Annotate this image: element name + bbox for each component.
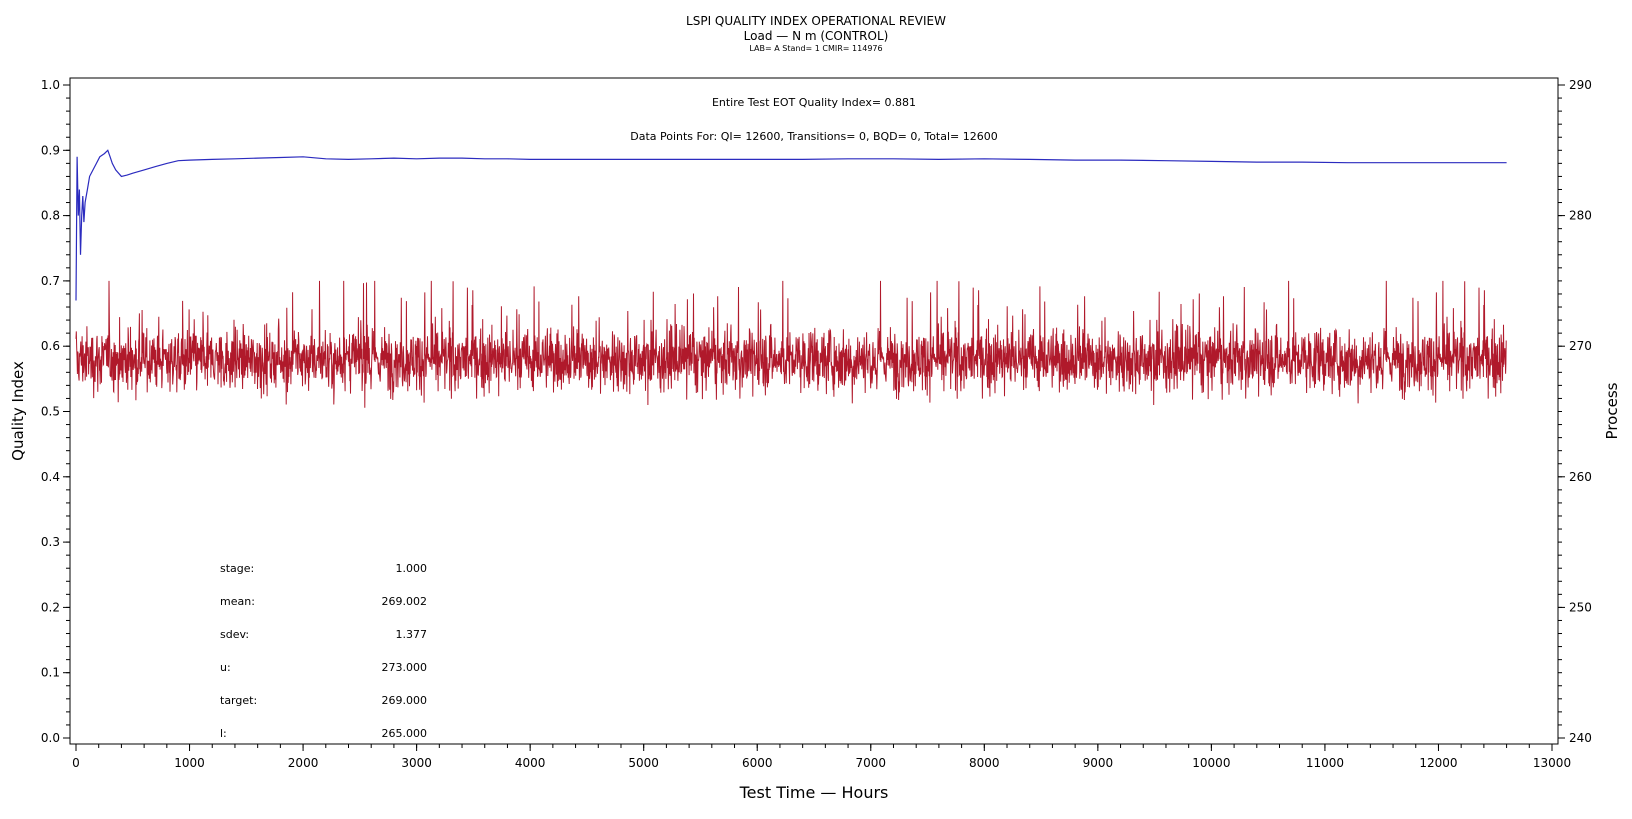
y-tick-label: 0.4 <box>41 470 60 484</box>
stat-value-target: 269.000 <box>382 694 428 707</box>
x-tick-label: 5000 <box>628 756 659 770</box>
stats-table: stage: 1.000 mean: 269.002 sdev: 1.377 u… <box>220 562 427 740</box>
x-tick-label: 7000 <box>855 756 886 770</box>
x-tick-label: 12000 <box>1419 756 1457 770</box>
plot-frame <box>69 77 1559 745</box>
y-tick-label: 0.6 <box>41 339 60 353</box>
stat-label-mean: mean: <box>220 595 255 608</box>
x-tick-label: 6000 <box>742 756 773 770</box>
annotation-data-points: Data Points For: QI= 12600, Transitions=… <box>630 130 998 143</box>
x-tick-label: 1000 <box>174 756 205 770</box>
stat-label-sdev: sdev: <box>220 628 249 641</box>
stat-label-stage: stage: <box>220 562 254 575</box>
y-tick-label: 0.7 <box>41 274 60 288</box>
quality-index-series <box>75 149 1507 301</box>
chart-subtitle: Load — N m (CONTROL) <box>743 29 889 43</box>
x-axis-label: Test Time — Hours <box>739 783 889 802</box>
x-tick-label: 8000 <box>969 756 1000 770</box>
x-tick-label: 3000 <box>401 756 432 770</box>
x-tick-label: 9000 <box>1083 756 1114 770</box>
stat-label-l: l: <box>220 727 227 740</box>
y2-tick-label: 290 <box>1569 78 1592 92</box>
y2-tick-label: 250 <box>1569 600 1592 614</box>
stat-label-target: target: <box>220 694 257 707</box>
x-tick-label: 13000 <box>1533 756 1571 770</box>
y-tick-label: 0.9 <box>41 143 60 157</box>
x-tick-label: 10000 <box>1192 756 1230 770</box>
y-tick-label: 0.1 <box>41 666 60 680</box>
y2-tick-label: 240 <box>1569 731 1592 745</box>
y-tick-label: 0.2 <box>41 600 60 614</box>
y2-tick-label: 270 <box>1569 339 1592 353</box>
x-tick-label: 11000 <box>1306 756 1344 770</box>
chart-info-line: LAB= A Stand= 1 CMIR= 114976 <box>749 44 883 53</box>
x-tick-label: 4000 <box>515 756 546 770</box>
chart-title: LSPI QUALITY INDEX OPERATIONAL REVIEW <box>686 14 946 28</box>
x-tick-label: 0 <box>72 756 80 770</box>
y-tick-label: 0.8 <box>41 209 60 223</box>
y2-axis-label: Process <box>1603 382 1621 439</box>
y2-tick-label: 260 <box>1569 470 1592 484</box>
y-tick-label: 0.3 <box>41 535 60 549</box>
stat-value-sdev: 1.377 <box>396 628 428 641</box>
quality-index-line <box>75 149 1507 301</box>
stat-label-u: u: <box>220 661 231 674</box>
y-tick-label: 0.0 <box>41 731 60 745</box>
annotation-eot-quality-index: Entire Test EOT Quality Index= 0.881 <box>712 96 916 109</box>
stat-value-l: 265.000 <box>382 727 428 740</box>
y2-tick-label: 280 <box>1569 209 1592 223</box>
y-tick-label: 0.5 <box>41 405 60 419</box>
y-axis-label: Quality Index <box>9 361 27 461</box>
process-line <box>75 280 1507 408</box>
process-series <box>75 280 1507 408</box>
axes-group: 0 1000 2000 3000 4000 5000 6000 7000 8000 9000 100… <box>41 78 1592 770</box>
y-tick-label: 1.0 <box>41 78 60 92</box>
x-tick-label: 2000 <box>288 756 319 770</box>
stat-value-mean: 269.002 <box>382 595 428 608</box>
stat-value-u: 273.000 <box>382 661 428 674</box>
stat-value-stage: 1.000 <box>396 562 428 575</box>
